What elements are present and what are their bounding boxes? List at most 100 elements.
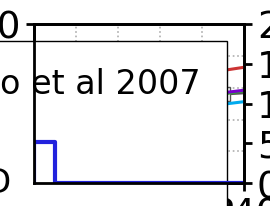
- PLAXIS 2D: [34, 136, 37, 139]
- RS2: [37, 98, 40, 101]
- Slide 2D: [220, 103, 224, 106]
- RS2: [137, 92, 140, 95]
- Slide 2D: [74, 139, 77, 142]
- SLOPE/W: [74, 138, 77, 140]
- RS2: [38, 107, 42, 110]
- SLOPE/W: [220, 92, 224, 95]
- SLOPE/W: [36, 100, 40, 103]
- PLAXIS 2D: [38, 149, 42, 152]
- Slide 2D: [158, 110, 161, 113]
- SLOPE/W: [32, 78, 35, 81]
- Rahardjo et al 2007: [116, 117, 119, 120]
- Slide 2D: [53, 145, 56, 148]
- SLOPE/W: [241, 89, 245, 92]
- Rainfall: [53, 182, 56, 185]
- Slide 2D: [179, 107, 182, 110]
- PLAXIS 2D: [39, 150, 42, 152]
- PLAXIS LE: [41, 124, 44, 126]
- Slide 2D: [35, 95, 38, 97]
- RS2: [95, 101, 98, 103]
- Slide 2D: [36, 105, 40, 107]
- Slide 2D: [39, 117, 42, 120]
- Rahardjo et al 2007: [241, 92, 245, 95]
- PLAXIS LE: [39, 117, 42, 120]
- RS2: [36, 90, 40, 92]
- PLAXIS LE: [95, 122, 98, 124]
- Rahardjo et al 2007: [63, 147, 67, 149]
- PLAXIS 2D: [37, 148, 40, 150]
- SLOPE/W: [38, 111, 42, 114]
- Rahardjo et al 2007: [39, 106, 42, 108]
- Slide 2D: [95, 131, 98, 134]
- RS2: [43, 133, 46, 135]
- RS2: [116, 101, 119, 103]
- Line: SLOPE/W: SLOPE/W: [27, 72, 250, 157]
- Rahardjo et al 2007: [137, 109, 140, 112]
- PLAXIS LE: [36, 98, 39, 100]
- Slide 2D: [37, 109, 40, 112]
- RS2: [34, 76, 37, 78]
- Rahardjo et al 2007: [50, 135, 53, 137]
- Rahardjo et al 2007: [35, 87, 38, 89]
- Rahardjo et al 2007: [85, 143, 88, 145]
- RS2: [36, 84, 39, 86]
- PLAXIS LE: [43, 129, 46, 132]
- PLAXIS 2D: [41, 150, 44, 153]
- RS2: [46, 144, 49, 146]
- PLAXIS LE: [37, 108, 40, 110]
- SLOPE/W: [50, 145, 53, 148]
- PLAXIS LE: [33, 82, 36, 84]
- Slide 2D: [137, 116, 140, 118]
- Rahardjo et al 2007: [38, 102, 42, 105]
- RS2: [179, 79, 182, 81]
- RS2: [63, 136, 67, 139]
- PLAXIS LE: [74, 133, 77, 136]
- PLAXIS 2D: [36, 146, 40, 148]
- RS2: [32, 54, 35, 56]
- Rahardjo et al 2007: [43, 116, 46, 119]
- Slide 2D: [200, 106, 203, 108]
- Rahardjo et al 2007: [32, 77, 35, 80]
- RS2: [241, 67, 245, 69]
- PLAXIS LE: [35, 92, 38, 95]
- SLOPE/W: [46, 139, 49, 142]
- SLOPE/W: [179, 98, 182, 101]
- PLAXIS LE: [36, 103, 40, 105]
- PLAXIS LE: [220, 93, 224, 96]
- SLOPE/W: [39, 116, 42, 118]
- Slide 2D: [38, 114, 42, 116]
- Rahardjo et al 2007: [37, 98, 40, 101]
- Slide 2D: [33, 84, 36, 86]
- Rahardjo et al 2007: [95, 138, 98, 141]
- PLAXIS LE: [200, 97, 203, 99]
- RS2: [33, 63, 36, 65]
- Line: PLAXIS 2D: PLAXIS 2D: [27, 108, 62, 159]
- PLAXIS LE: [32, 78, 35, 81]
- PLAXIS 2D: [50, 150, 53, 153]
- PLAXIS LE: [158, 102, 161, 104]
- RS2: [41, 125, 44, 128]
- PLAXIS LE: [137, 108, 140, 110]
- PLAXIS 2D: [43, 150, 46, 153]
- PLAXIS LE: [34, 87, 37, 89]
- Line: Rahardjo et al 2007: Rahardjo et al 2007: [27, 72, 250, 155]
- Rahardjo et al 2007: [53, 142, 56, 145]
- Rahardjo et al 2007: [36, 90, 39, 92]
- Slide 2D: [34, 89, 37, 91]
- SLOPE/W: [63, 144, 67, 146]
- RS2: [200, 74, 203, 77]
- Rahardjo et al 2007: [74, 147, 77, 149]
- Slide 2D: [116, 122, 119, 125]
- PLAXIS LE: [241, 90, 245, 92]
- RS2: [35, 81, 38, 83]
- Rainfall: [32, 141, 35, 143]
- Line: PLAXIS LE: PLAXIS LE: [27, 72, 250, 152]
- Rahardjo et al 2007: [33, 81, 36, 83]
- Rahardjo et al 2007: [34, 84, 37, 86]
- Slide 2D: [50, 142, 53, 145]
- PLAXIS 2D: [33, 126, 36, 129]
- Slide 2D: [32, 78, 35, 81]
- Slide 2D: [36, 100, 39, 102]
- SLOPE/W: [200, 95, 203, 98]
- SLOPE/W: [33, 81, 36, 83]
